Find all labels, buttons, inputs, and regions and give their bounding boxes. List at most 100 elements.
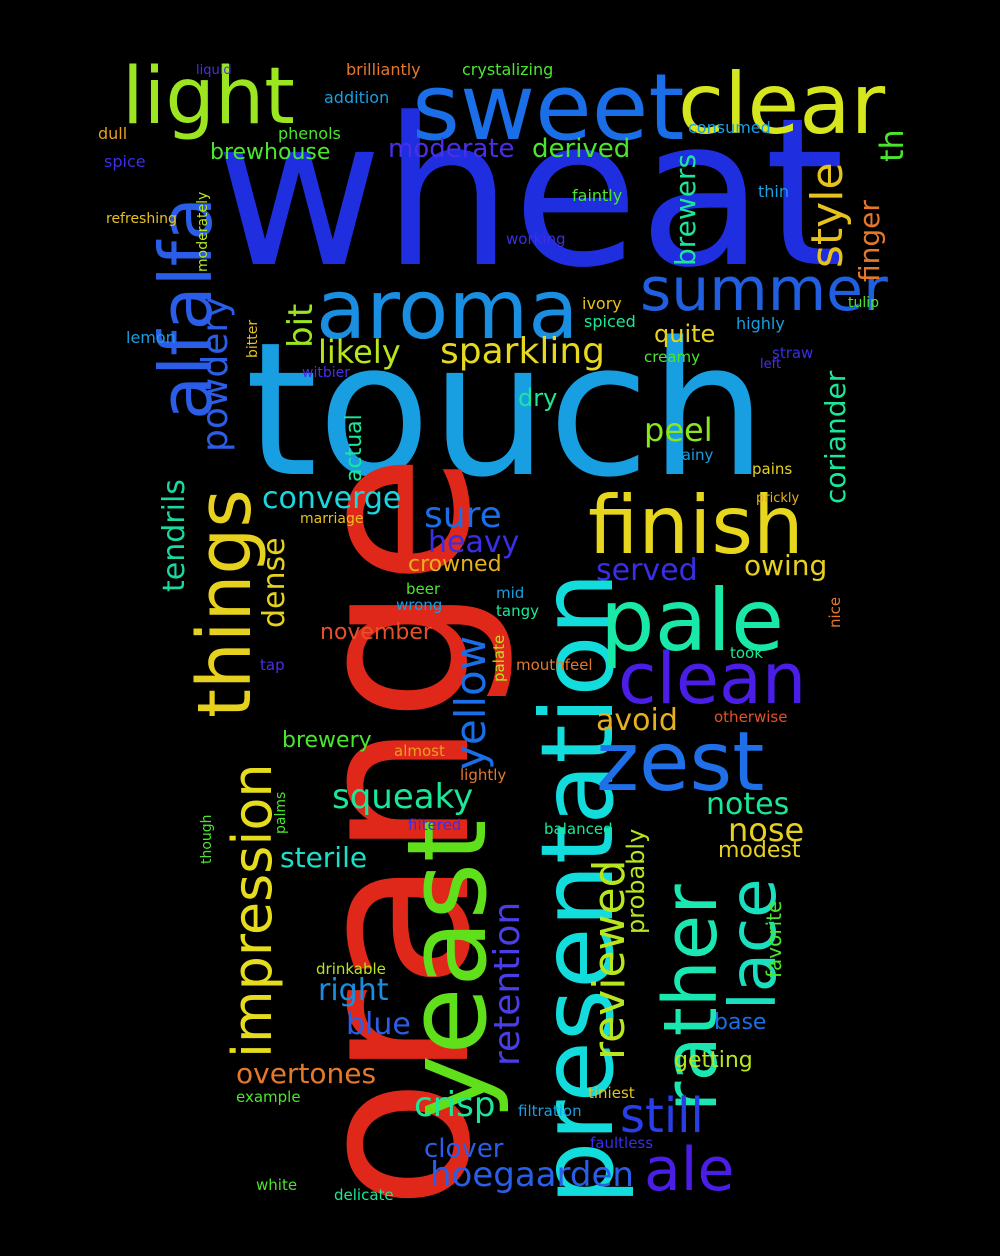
cloud-word-base: base — [714, 1010, 767, 1035]
cloud-word-liquid: liquid — [196, 63, 232, 78]
cloud-word-bit: bit — [281, 303, 321, 348]
cloud-word-clean: clean — [618, 638, 807, 720]
cloud-word-things: things — [182, 489, 268, 718]
cloud-word-bitter: bitter — [245, 319, 261, 358]
cloud-word-owing: owing — [744, 549, 828, 582]
cloud-word-light: light — [122, 52, 295, 142]
cloud-word-working: working — [506, 230, 566, 248]
cloud-word-took: took — [730, 644, 763, 662]
cloud-word-white: white — [256, 1176, 298, 1194]
cloud-word-straw: straw — [772, 344, 814, 362]
cloud-word-style: style — [802, 162, 853, 268]
cloud-word-wrong: wrong — [396, 596, 443, 614]
cloud-word-faintly: faintly — [572, 186, 623, 205]
cloud-word-finish: finish — [588, 479, 804, 572]
cloud-word-highly: highly — [736, 314, 785, 333]
cloud-word-moderate: moderate — [388, 134, 515, 164]
cloud-word-dull: dull — [98, 124, 128, 143]
cloud-word-tendrils: tendrils — [157, 479, 192, 592]
cloud-word-grainy: grainy — [666, 446, 714, 464]
cloud-word-squeaky: squeaky — [332, 777, 474, 817]
cloud-word-addition: addition — [324, 88, 390, 107]
cloud-word-avoid: avoid — [596, 703, 678, 738]
cloud-word-faultless: faultless — [590, 1134, 654, 1152]
cloud-word-peel: peel — [644, 411, 713, 449]
cloud-word-lightly: lightly — [460, 766, 507, 784]
cloud-word-dry: dry — [518, 384, 558, 412]
cloud-word-nose: nose — [728, 811, 805, 849]
cloud-word-tulip: tulip — [848, 295, 880, 311]
cloud-word-tap: tap — [260, 656, 285, 674]
cloud-word-palate: palate — [490, 634, 508, 682]
cloud-word-palms: palms — [273, 791, 289, 834]
cloud-word-crowned: crowned — [408, 552, 502, 577]
cloud-word-moderately: moderately — [195, 191, 211, 272]
cloud-word-clover: clover — [424, 1134, 504, 1164]
cloud-word-sure: sure — [424, 495, 502, 536]
cloud-word-nice: nice — [826, 596, 844, 628]
cloud-word-notes: notes — [706, 787, 790, 822]
cloud-word-almost: almost — [394, 742, 445, 760]
cloud-word-mid: mid — [496, 584, 525, 602]
cloud-word-delicate: delicate — [334, 1186, 394, 1204]
cloud-word-blue: blue — [346, 1007, 411, 1042]
cloud-word-touch: touch — [245, 302, 767, 518]
cloud-word-tiniest: tiniest — [588, 1084, 635, 1102]
cloud-word-though: though — [199, 814, 215, 864]
cloud-word-hoegaarden: hoegaarden — [430, 1155, 634, 1195]
cloud-word-impression: impression — [221, 763, 284, 1058]
cloud-word-witbier: witbier — [302, 365, 350, 381]
cloud-word-clear: clear — [678, 55, 886, 153]
cloud-word-prickly: prickly — [756, 491, 800, 506]
cloud-word-getting: getting — [674, 1048, 753, 1073]
cloud-word-th: th — [873, 129, 911, 162]
cloud-word-creamy: creamy — [644, 348, 700, 366]
cloud-word-ale: ale — [644, 1135, 735, 1205]
cloud-word-still: still — [620, 1088, 704, 1144]
cloud-word-pains: pains — [752, 460, 793, 478]
cloud-word-example: example — [236, 1088, 301, 1106]
cloud-word-brewhouse: brewhouse — [210, 140, 331, 165]
cloud-word-balanced: balanced — [544, 820, 613, 838]
cloud-word-zest: zest — [596, 715, 765, 810]
cloud-word-likely: likely — [318, 333, 401, 371]
cloud-word-served: served — [596, 553, 698, 588]
cloud-word-drinkable: drinkable — [316, 960, 386, 978]
cloud-word-beer: beer — [406, 580, 441, 598]
cloud-word-favorite: favorite — [762, 900, 786, 978]
cloud-word-modest: modest — [718, 838, 801, 863]
cloud-word-spiced: spiced — [584, 312, 636, 331]
cloud-word-filtered: filtered — [408, 816, 462, 834]
cloud-word-right: right — [318, 973, 389, 1008]
cloud-word-heavy: heavy — [428, 525, 520, 560]
cloud-word-sweet: sweet — [412, 54, 685, 161]
cloud-word-aroma: aroma — [316, 263, 579, 358]
cloud-word-otherwise: otherwise — [714, 708, 788, 726]
cloud-word-dense: dense — [257, 537, 292, 628]
cloud-word-yeast: yeast — [383, 819, 511, 1120]
cloud-word-tangy: tangy — [496, 602, 539, 620]
cloud-word-consumed: consumed — [688, 118, 771, 137]
cloud-word-wheat: wheat — [215, 75, 845, 313]
cloud-word-retention: retention — [487, 901, 528, 1066]
cloud-word-mouthfeel: mouthfeel — [516, 656, 593, 674]
cloud-word-lemon: lemon — [126, 328, 176, 347]
cloud-word-converge: converge — [262, 481, 402, 516]
cloud-word-finger: finger — [853, 200, 886, 282]
cloud-word-thin: thin — [758, 182, 789, 201]
cloud-word-summer: summer — [640, 255, 888, 325]
cloud-word-sterile: sterile — [280, 841, 368, 874]
cloud-word-refreshing: refreshing — [106, 211, 177, 227]
cloud-word-overtones: overtones — [236, 1057, 377, 1090]
cloud-word-probably: probably — [622, 828, 650, 934]
cloud-word-spice: spice — [104, 152, 146, 171]
cloud-word-left: left — [760, 357, 782, 372]
cloud-word-quite: quite — [654, 320, 716, 348]
cloud-word-crisp: crisp — [414, 1085, 496, 1125]
cloud-word-derived: derived — [532, 134, 631, 164]
cloud-word-brilliantly: brilliantly — [346, 60, 421, 79]
cloud-word-filtration: filtration — [518, 1102, 582, 1120]
cloud-word-coriander: coriander — [819, 370, 852, 504]
cloud-word-phenols: phenols — [278, 124, 341, 143]
